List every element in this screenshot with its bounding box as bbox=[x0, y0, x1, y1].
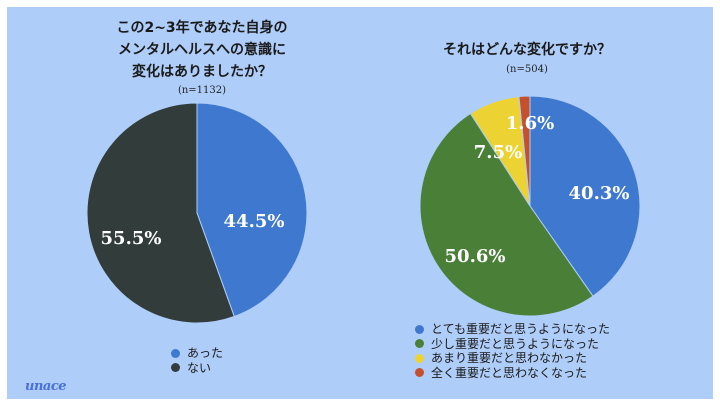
right-legend-swatch-3 bbox=[415, 368, 424, 378]
right-legend-label-2: あまり重要だと思わなかった bbox=[431, 351, 588, 365]
left-chart-title: この2~3年であなた自身の メンタルヘルスへの意識に 変化はありましたか？ bbox=[77, 17, 327, 83]
right-legend: とても重要だと思うようになった 少し重要だと思うようになった あまり重要だと思わなか… bbox=[415, 322, 610, 380]
left-title-line-1: この2~3年であなた自身の bbox=[116, 20, 288, 36]
right-pie-data-label-1: 50.6% bbox=[445, 246, 506, 267]
left-legend-item-0: あった bbox=[171, 346, 223, 361]
right-pie-data-label-2: 7.5% bbox=[474, 142, 522, 163]
right-legend-item-3: 全く重要だと思わなくなった bbox=[415, 366, 610, 381]
left-legend-item-1: ない bbox=[171, 361, 223, 376]
right-pie-data-label-0: 40.3% bbox=[569, 183, 630, 204]
right-pie-data-label-3: 1.6% bbox=[506, 113, 554, 134]
left-title-line-3: 変化はありましたか？ bbox=[132, 64, 272, 80]
right-pie-chart: 40.3% 50.6% 7.5% 1.6% bbox=[419, 95, 641, 317]
right-legend-swatch-0 bbox=[415, 324, 424, 334]
right-legend-swatch-2 bbox=[415, 353, 424, 363]
slide-background: この2~3年であなた自身の メンタルヘルスへの意識に 変化はありましたか？ (n… bbox=[7, 7, 713, 399]
left-legend-label-0: あった bbox=[187, 346, 224, 360]
right-pie-slice-0 bbox=[529, 95, 641, 297]
brand-logo: unace bbox=[25, 379, 67, 394]
left-pie-data-label-1: 55.5% bbox=[101, 228, 162, 249]
right-pie-slice-3 bbox=[518, 95, 531, 207]
left-pie-slice-0 bbox=[196, 102, 308, 318]
left-title-line-2: メンタルヘルスへの意識に bbox=[118, 42, 286, 58]
right-legend-label-0: とても重要だと思うようになった bbox=[431, 322, 611, 336]
left-pie-chart: 44.5% 55.5% bbox=[86, 102, 308, 324]
left-legend-swatch-1 bbox=[171, 363, 180, 373]
right-legend-item-1: 少し重要だと思うようになった bbox=[415, 337, 610, 352]
right-legend-item-0: とても重要だと思うようになった bbox=[415, 322, 610, 337]
right-pie-slice-1 bbox=[419, 112, 594, 317]
right-n-label: (n=504) bbox=[506, 64, 548, 75]
right-legend-item-2: あまり重要だと思わなかった bbox=[415, 351, 610, 366]
left-legend: あった ない bbox=[171, 346, 223, 375]
right-legend-swatch-1 bbox=[415, 339, 424, 349]
left-pie-slice-1 bbox=[86, 102, 235, 324]
right-legend-label-1: 少し重要だと思うようになった bbox=[431, 336, 600, 351]
left-legend-swatch-0 bbox=[171, 348, 180, 358]
left-legend-label-1: ない bbox=[187, 360, 212, 375]
right-chart-title: それはどんな変化ですか？ bbox=[443, 42, 611, 58]
left-pie-data-label-0: 44.5% bbox=[224, 211, 285, 232]
left-n-label: (n=1132) bbox=[177, 85, 227, 96]
right-legend-label-3: 全く重要だと思わなくなった bbox=[431, 365, 588, 380]
